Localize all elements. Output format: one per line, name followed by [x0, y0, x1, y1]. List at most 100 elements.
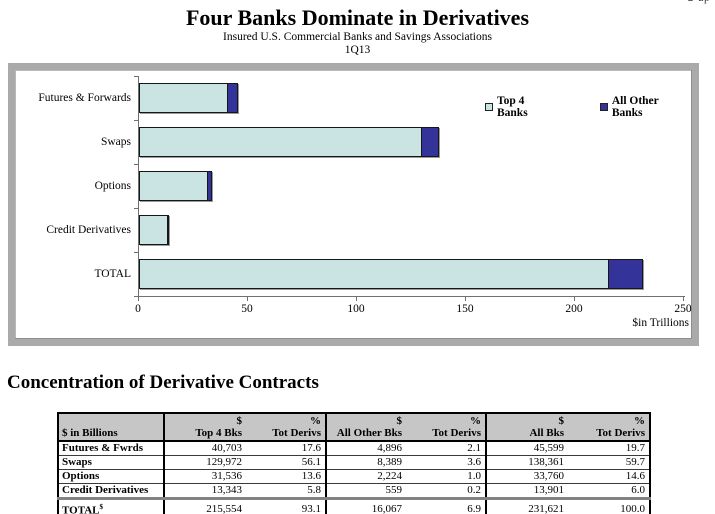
value-cell: 17.6 [246, 441, 326, 456]
total-footnote-marker: $ [99, 503, 104, 511]
x-axis-unit-label: $in Trillions [632, 317, 689, 329]
value-cell: 8,389 [325, 455, 406, 470]
bar-segment [139, 215, 168, 245]
derivatives-stacked-bar-chart: Futures & Forwards Swaps Options Credit Der… [8, 63, 699, 346]
value-cell: 559 [325, 483, 406, 499]
total-value-cell: 93.1 [246, 496, 326, 514]
x-axis-tick-label: 0 [135, 303, 141, 315]
page-title: Four Banks Dominate in Derivatives [185, 5, 530, 30]
column-header-symbol: % [634, 415, 645, 427]
total-value-cell: 100.0 [568, 496, 650, 514]
bar-segment [139, 171, 208, 201]
row-label-cell: Swaps [58, 455, 164, 470]
table-header-row: $ in Billions $ Top 4 Bks% Tot Derivs $ All O… [58, 413, 650, 442]
y-axis-tick [134, 208, 139, 209]
category-label: Options [94, 180, 131, 192]
column-header-cell: % Tot Derivs [568, 413, 650, 442]
total-value-cell: 215,554 [163, 496, 246, 514]
table-row: Futures & Fwrds 40,703 17.6 4,896 2.1 45,599 1… [58, 441, 650, 456]
legend-item: Top 4 Banks [485, 95, 558, 119]
value-cell: 6.0 [568, 483, 650, 499]
value-cell: 2.1 [406, 441, 486, 456]
x-axis-tick-label: 50 [241, 303, 253, 315]
value-cell: 138,361 [485, 455, 568, 470]
y-axis-tick [134, 76, 139, 77]
column-header-cell: $ All Other Bks [325, 413, 406, 442]
value-cell: 56.1 [246, 455, 326, 470]
bar-segment [167, 215, 169, 245]
x-axis-tick [574, 297, 575, 301]
value-cell: 45,599 [485, 441, 568, 456]
x-axis-tick-label: 250 [674, 303, 692, 315]
column-header-cell: % Tot Derivs [246, 413, 326, 442]
value-cell: 129,972 [163, 455, 246, 470]
unit-header-cell: $ in Billions [58, 413, 164, 442]
bar-segment [608, 259, 643, 289]
x-axis-tick-label: 100 [347, 303, 365, 315]
x-axis-tick [356, 297, 357, 301]
stacked-bar-3 [139, 215, 169, 245]
value-cell: 4,896 [325, 441, 406, 456]
column-header-cell: $ Top 4 Bks [163, 413, 246, 442]
column-header-symbol: $ [236, 415, 243, 427]
chart-legend: Top 4 Banks All Other Banks [485, 95, 692, 119]
column-header-name: All Bks [529, 427, 564, 439]
bar-segment [227, 83, 238, 113]
value-cell: 0.2 [406, 483, 486, 499]
value-cell: 13,343 [163, 483, 246, 499]
chart-plot-area: Futures & Forwards Swaps Options Credit Der… [15, 70, 692, 339]
value-cell: 13,901 [485, 483, 568, 499]
bar-segment [421, 127, 439, 157]
value-cell: 2,224 [325, 469, 406, 484]
row-label-cell: Options [58, 469, 164, 484]
value-cell: 3.6 [406, 455, 486, 470]
value-cell: 19.7 [568, 441, 650, 456]
bar-segment [207, 171, 212, 201]
row-label-cell: Futures & Fwrds [58, 441, 164, 456]
column-header-name: Top 4 Bks [195, 427, 242, 439]
y-axis-tick [134, 164, 139, 165]
section-heading: Concentration of Derivative Contracts [7, 372, 319, 393]
y-axis-line [138, 76, 139, 297]
category-label: Credit Derivatives [46, 224, 131, 236]
table-row: Options 31,536 13.6 2,224 1.0 33,760 14.6 [58, 469, 650, 484]
value-cell: 40,703 [163, 441, 246, 456]
table-total-row: TOTAL$ 215,554 93.1 16,067 6.9 231,621 100.0 [58, 496, 650, 514]
x-axis-line [138, 296, 685, 297]
y-axis-tick [134, 120, 139, 121]
page-corner-fragment: 2-up [688, 0, 710, 4]
value-cell: 5.8 [246, 483, 326, 499]
page-subtitle: Insured U.S. Commercial Banks and Saving… [223, 31, 492, 43]
column-header-cell: % Tot Derivs [406, 413, 486, 442]
column-header-name: All Other Bks [336, 427, 402, 439]
category-label: Swaps [100, 136, 131, 148]
stacked-bar-1 [139, 127, 439, 157]
column-header-symbol: $ [396, 415, 403, 427]
column-header-symbol: % [470, 415, 481, 427]
value-cell: 33,760 [485, 469, 568, 484]
period-label: 1Q13 [344, 44, 371, 56]
stacked-bar-0 [139, 83, 238, 113]
column-header-name: Tot Derivs [272, 427, 321, 439]
x-axis-tick [683, 297, 684, 301]
x-axis-tick-label: 200 [565, 303, 583, 315]
category-label: Futures & Forwards [38, 92, 131, 104]
total-label-cell: TOTAL$ [58, 496, 164, 514]
value-cell: 13.6 [246, 469, 326, 484]
total-value-cell: 231,621 [485, 496, 568, 514]
stacked-bar-4 [139, 259, 643, 289]
bar-segment [139, 259, 609, 289]
x-axis-tick [138, 297, 139, 301]
stacked-bar-2 [139, 171, 212, 201]
table-row: Credit Derivatives 13,343 5.8 559 0.2 13,901 6… [58, 483, 650, 499]
column-header-cell: $ All Bks [485, 413, 568, 442]
legend-item: All Other Banks [599, 95, 692, 119]
total-value-cell: 16,067 [325, 496, 406, 514]
y-axis-tick [134, 296, 139, 297]
y-axis-tick [134, 252, 139, 253]
x-axis-tick [247, 297, 248, 301]
total-value-cell: 6.9 [406, 496, 486, 514]
legend-label: All Other Banks [611, 95, 659, 119]
x-axis-tick [465, 297, 466, 301]
